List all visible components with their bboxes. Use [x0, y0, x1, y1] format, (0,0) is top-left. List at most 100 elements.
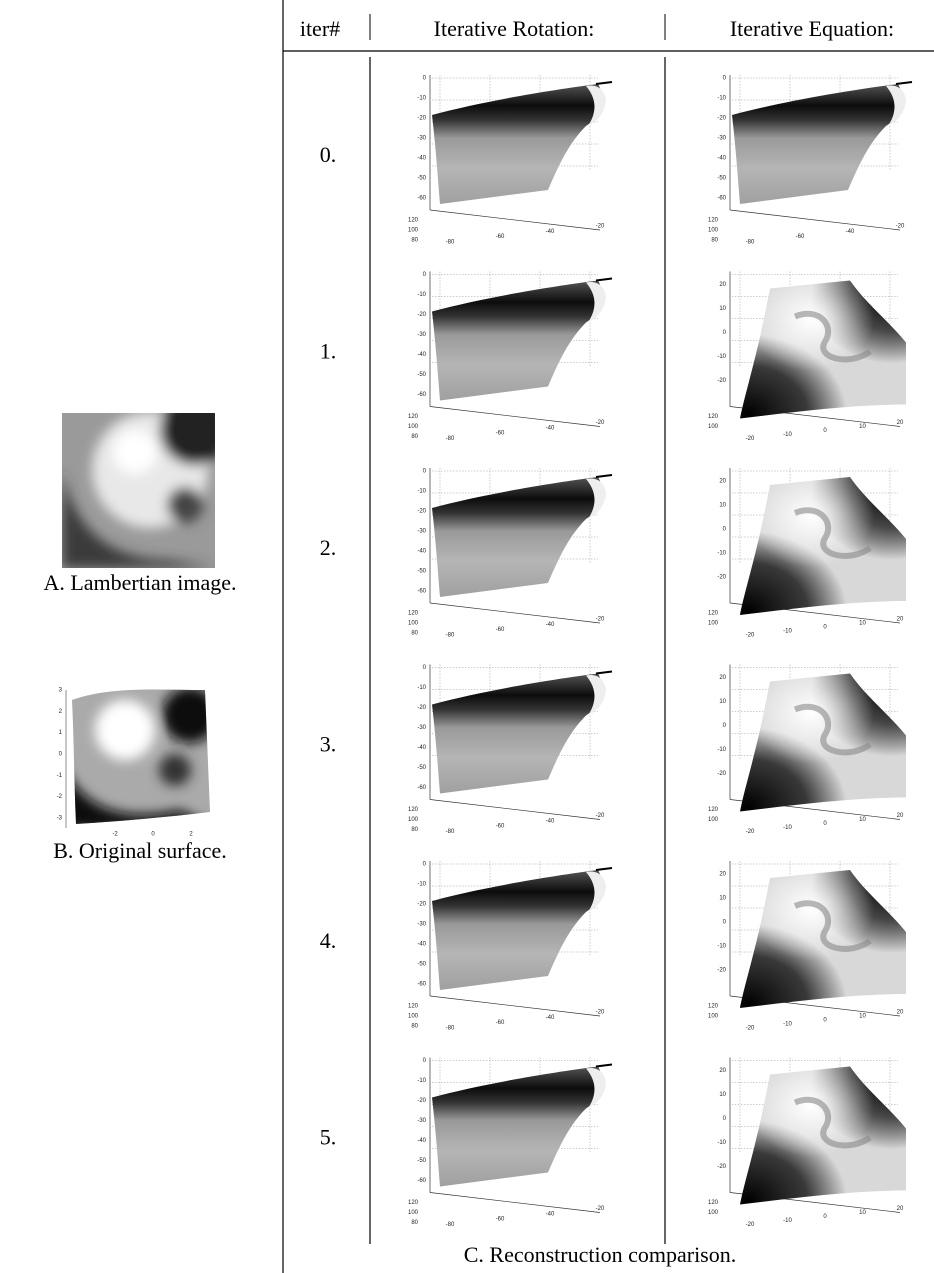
- tick-label: -30: [417, 725, 426, 731]
- tick-label: 20: [897, 1010, 904, 1016]
- tick-label: -40: [546, 622, 555, 628]
- surface-edge: [896, 82, 912, 84]
- tick-label: -20: [417, 902, 426, 908]
- tick-label: -10: [717, 551, 726, 557]
- tick-label: -50: [417, 962, 426, 968]
- tick-label: 20: [897, 813, 904, 819]
- tick-label: 0: [723, 920, 727, 926]
- tick-label: 80: [411, 827, 418, 833]
- tick-label: -10: [783, 1218, 792, 1224]
- tick-label: 10: [719, 306, 726, 312]
- tick-label: -10: [717, 1140, 726, 1146]
- tick-label: -50: [417, 176, 426, 182]
- tick-label: 0: [823, 821, 827, 827]
- equation-plot: 20100-10-20120100-20-1001020: [708, 272, 910, 443]
- row-label: 5.: [320, 1125, 337, 1150]
- tick-label: 0: [723, 527, 727, 533]
- tick-label: 20: [719, 872, 726, 878]
- tick-label: -20: [717, 1164, 726, 1170]
- tick-label: 120: [708, 218, 719, 224]
- tick-label: 80: [411, 238, 418, 244]
- tick-label: -60: [417, 982, 426, 988]
- tick-label: 0: [823, 1214, 827, 1220]
- axis-line: [430, 210, 600, 230]
- caption: B. Original surface.: [53, 838, 227, 863]
- tick-label: -60: [796, 234, 805, 240]
- axis-line: [430, 407, 600, 427]
- tick-label: -10: [783, 1022, 792, 1028]
- tick-label: -2: [57, 794, 63, 800]
- caption: A. Lambertian image.: [43, 570, 236, 595]
- tick-label: -50: [417, 569, 426, 575]
- tick-label: -20: [746, 436, 755, 442]
- tick-label: 120: [408, 611, 419, 617]
- tick-label: -30: [417, 922, 426, 928]
- tick-label: -80: [446, 1026, 455, 1032]
- tick-label: -40: [417, 549, 426, 555]
- tick-label: -20: [596, 420, 605, 426]
- tick-label: -60: [417, 196, 426, 202]
- tick-label: -10: [783, 629, 792, 635]
- tick-label: -30: [717, 136, 726, 142]
- tick-label: 0: [723, 723, 727, 729]
- tick-label: 120: [708, 1200, 719, 1206]
- tick-label: 80: [411, 1024, 418, 1030]
- tick-label: 10: [859, 1210, 866, 1216]
- tick-label: -20: [746, 1222, 755, 1228]
- tick-label: -10: [783, 432, 792, 438]
- tick-label: 100: [708, 817, 719, 823]
- tick-label: -20: [717, 771, 726, 777]
- tick-label: 0: [151, 832, 155, 838]
- axis-line: [430, 800, 600, 820]
- tick-label: -50: [417, 765, 426, 771]
- tick-label: -20: [596, 617, 605, 623]
- row-label: 3.: [320, 732, 337, 757]
- tick-label: -20: [417, 312, 426, 318]
- tick-label: -60: [496, 627, 505, 633]
- surface: [730, 1063, 910, 1208]
- surface-edge: [596, 868, 612, 870]
- tick-label: -50: [417, 372, 426, 378]
- tick-label: -20: [417, 509, 426, 515]
- tick-label: -10: [417, 1078, 426, 1084]
- row-label: 4.: [320, 928, 337, 953]
- tick-label: 100: [408, 1014, 419, 1020]
- tick-label: -2: [112, 832, 118, 838]
- tick-label: -30: [417, 1118, 426, 1124]
- tick-label: -20: [896, 224, 905, 230]
- tick-label: 10: [859, 1014, 866, 1020]
- row-label: 0.: [320, 142, 337, 167]
- tick-label: -60: [496, 1217, 505, 1223]
- tick-label: 120: [408, 414, 419, 420]
- tick-label: -30: [417, 136, 426, 142]
- tick-label: 0: [423, 272, 427, 278]
- tick-label: -20: [417, 705, 426, 711]
- tick-label: 100: [708, 228, 719, 234]
- tick-label: 0: [723, 330, 727, 336]
- tick-label: 0: [723, 76, 727, 82]
- tick-label: 100: [408, 228, 419, 234]
- tick-label: -10: [783, 825, 792, 831]
- lambertian-image: [62, 395, 230, 568]
- rotation-plot: 0-10-20-30-40-50-6012010080-80-60-40-20: [408, 272, 612, 443]
- tick-label: 100: [708, 1210, 719, 1216]
- rotation-plot: 0-10-20-30-40-50-6012010080-80-60-40-20: [408, 665, 612, 836]
- tick-label: 20: [897, 617, 904, 623]
- tick-label: -40: [417, 352, 426, 358]
- tick-label: -60: [417, 785, 426, 791]
- axis-line: [430, 1193, 600, 1213]
- tick-label: -30: [417, 332, 426, 338]
- tick-label: 120: [408, 1004, 419, 1010]
- tick-label: 120: [708, 414, 719, 420]
- tick-label: 120: [708, 807, 719, 813]
- header: Iterative Rotation:: [434, 16, 595, 41]
- tick-label: 20: [719, 479, 726, 485]
- axis-line: [730, 210, 900, 230]
- tick-label: -20: [417, 1098, 426, 1104]
- tick-label: 10: [859, 621, 866, 627]
- tick-label: 100: [408, 621, 419, 627]
- tick-label: -80: [446, 633, 455, 639]
- tick-label: -20: [717, 116, 726, 122]
- tick-label: -10: [417, 882, 426, 888]
